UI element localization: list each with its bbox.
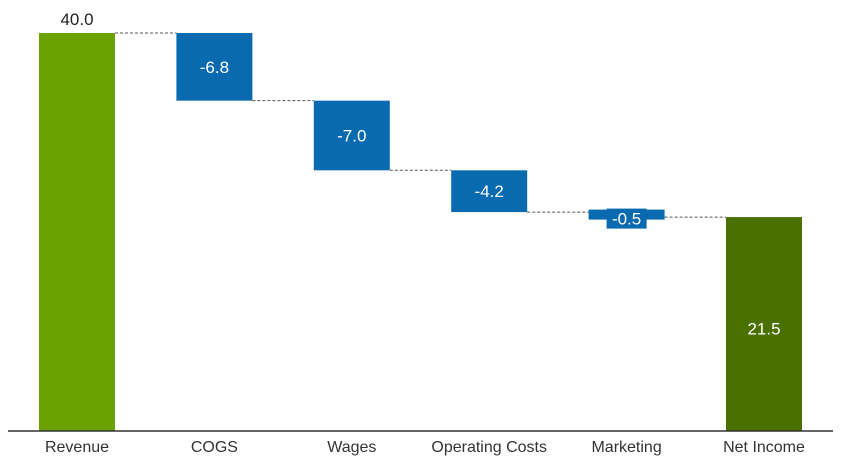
data-label-cogs: -6.8 [200,58,229,77]
data-label-revenue: 40.0 [60,10,93,29]
category-label-operating-costs: Operating Costs [431,439,547,456]
bar-operating-costs [451,170,528,213]
category-label-marketing: Marketing [591,439,661,456]
category-label-wages: Wages [327,439,376,456]
category-label-revenue: Revenue [45,439,109,456]
data-label-box-marketing [606,208,647,229]
connector-layer [115,32,726,218]
category-label-cogs: COGS [191,439,238,456]
bar-cogs [176,33,253,101]
data-label-operating-costs: -4.2 [475,182,504,201]
bar-net-income [726,217,802,431]
data-label-wages: -7.0 [337,126,366,145]
bar-wages [313,100,390,171]
label-layer: Revenue COGS Wages Operating Costs Marketing… [45,10,805,456]
data-label-marketing: -0.5 [612,210,641,229]
bar-revenue [39,33,115,431]
category-label-net-income: Net Income [723,439,805,456]
bar-layer [39,33,802,431]
data-label-net-income: 21.5 [747,320,780,339]
